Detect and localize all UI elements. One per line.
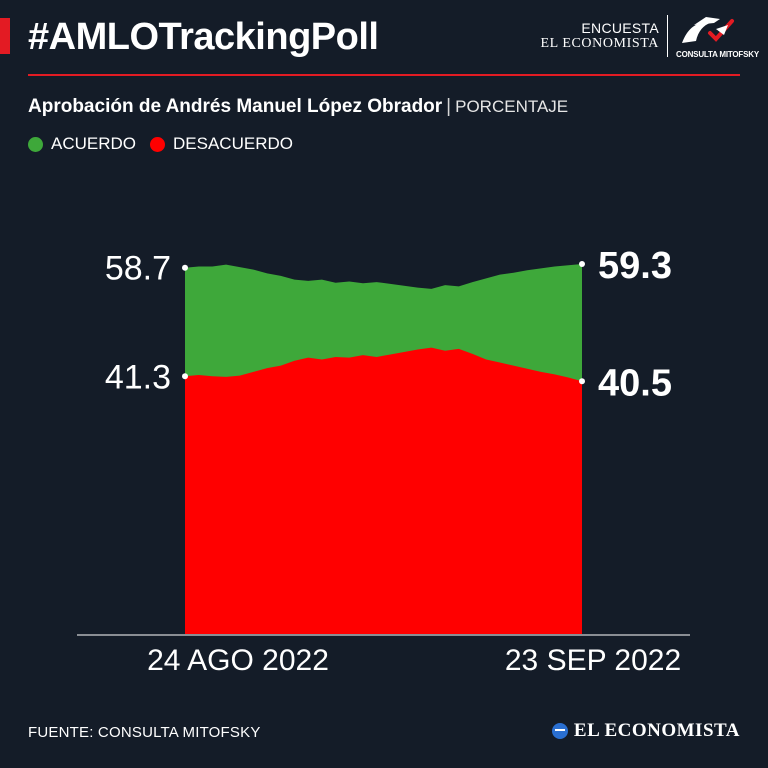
marker-acuerdo-first: [182, 264, 188, 271]
title-accent-bar: [0, 18, 10, 54]
legend-item-desacuerdo: DESACUERDO: [150, 134, 293, 154]
chart-title-text: Aprobación de Andrés Manuel López Obrado…: [28, 96, 443, 117]
chart-legend: ACUERDO DESACUERDO: [28, 134, 307, 154]
label-desacuerdo-first: 41.3: [105, 358, 171, 396]
mitofsky-emblem-icon: [682, 17, 734, 43]
label-desacuerdo-last: 40.5: [598, 362, 672, 404]
chart-title-separator: |: [446, 96, 452, 117]
title-rule: [28, 74, 740, 76]
label-acuerdo-first: 58.7: [105, 250, 171, 288]
x-tick-label-start: 24 AGO 2022: [147, 644, 329, 677]
mitofsky-logo-text: CONSULTA MITOFSKY: [676, 50, 759, 59]
el-economista-logo-text: EL ECONOMISTA: [573, 720, 740, 741]
brand-line-1: ENCUESTA: [581, 20, 659, 36]
source-note: FUENTE: CONSULTA MITOFSKY: [28, 724, 261, 741]
brand-text: ENCUESTA EL ECONOMISTA: [540, 20, 667, 52]
legend-label-acuerdo: ACUERDO: [51, 134, 137, 153]
chart-unit-label: PORCENTAJE: [455, 97, 569, 116]
marker-desacuerdo-first: [182, 373, 188, 380]
chart-title: Aprobación de Andrés Manuel López Obrado…: [28, 96, 568, 118]
brand-block: ENCUESTA EL ECONOMISTA CONSULTA MITOFSKY: [540, 12, 759, 60]
legend-dot-acuerdo: [28, 136, 43, 152]
brand-divider: [667, 15, 668, 57]
marker-acuerdo-last: [579, 260, 585, 267]
desacuerdo-area: [185, 347, 582, 634]
marker-desacuerdo-last: [579, 378, 585, 385]
legend-label-desacuerdo: DESACUERDO: [173, 134, 293, 153]
el-economista-mark-icon: [551, 723, 568, 739]
consulta-mitofsky-logo: CONSULTA MITOFSKY: [676, 13, 759, 59]
legend-item-acuerdo: ACUERDO: [28, 134, 136, 154]
el-economista-logo: EL ECONOMISTA: [551, 720, 740, 742]
x-tick-label-end: 23 SEP 2022: [505, 644, 681, 677]
approval-area-chart: 58.7 41.3 59.3 40.5 24 AGO 2022 23 SEP 2…: [77, 245, 690, 677]
legend-dot-desacuerdo: [150, 136, 166, 152]
page-title: #AMLOTrackingPoll: [28, 16, 379, 58]
label-acuerdo-last: 59.3: [598, 245, 672, 287]
brand-line-2: EL ECONOMISTA: [540, 36, 659, 51]
